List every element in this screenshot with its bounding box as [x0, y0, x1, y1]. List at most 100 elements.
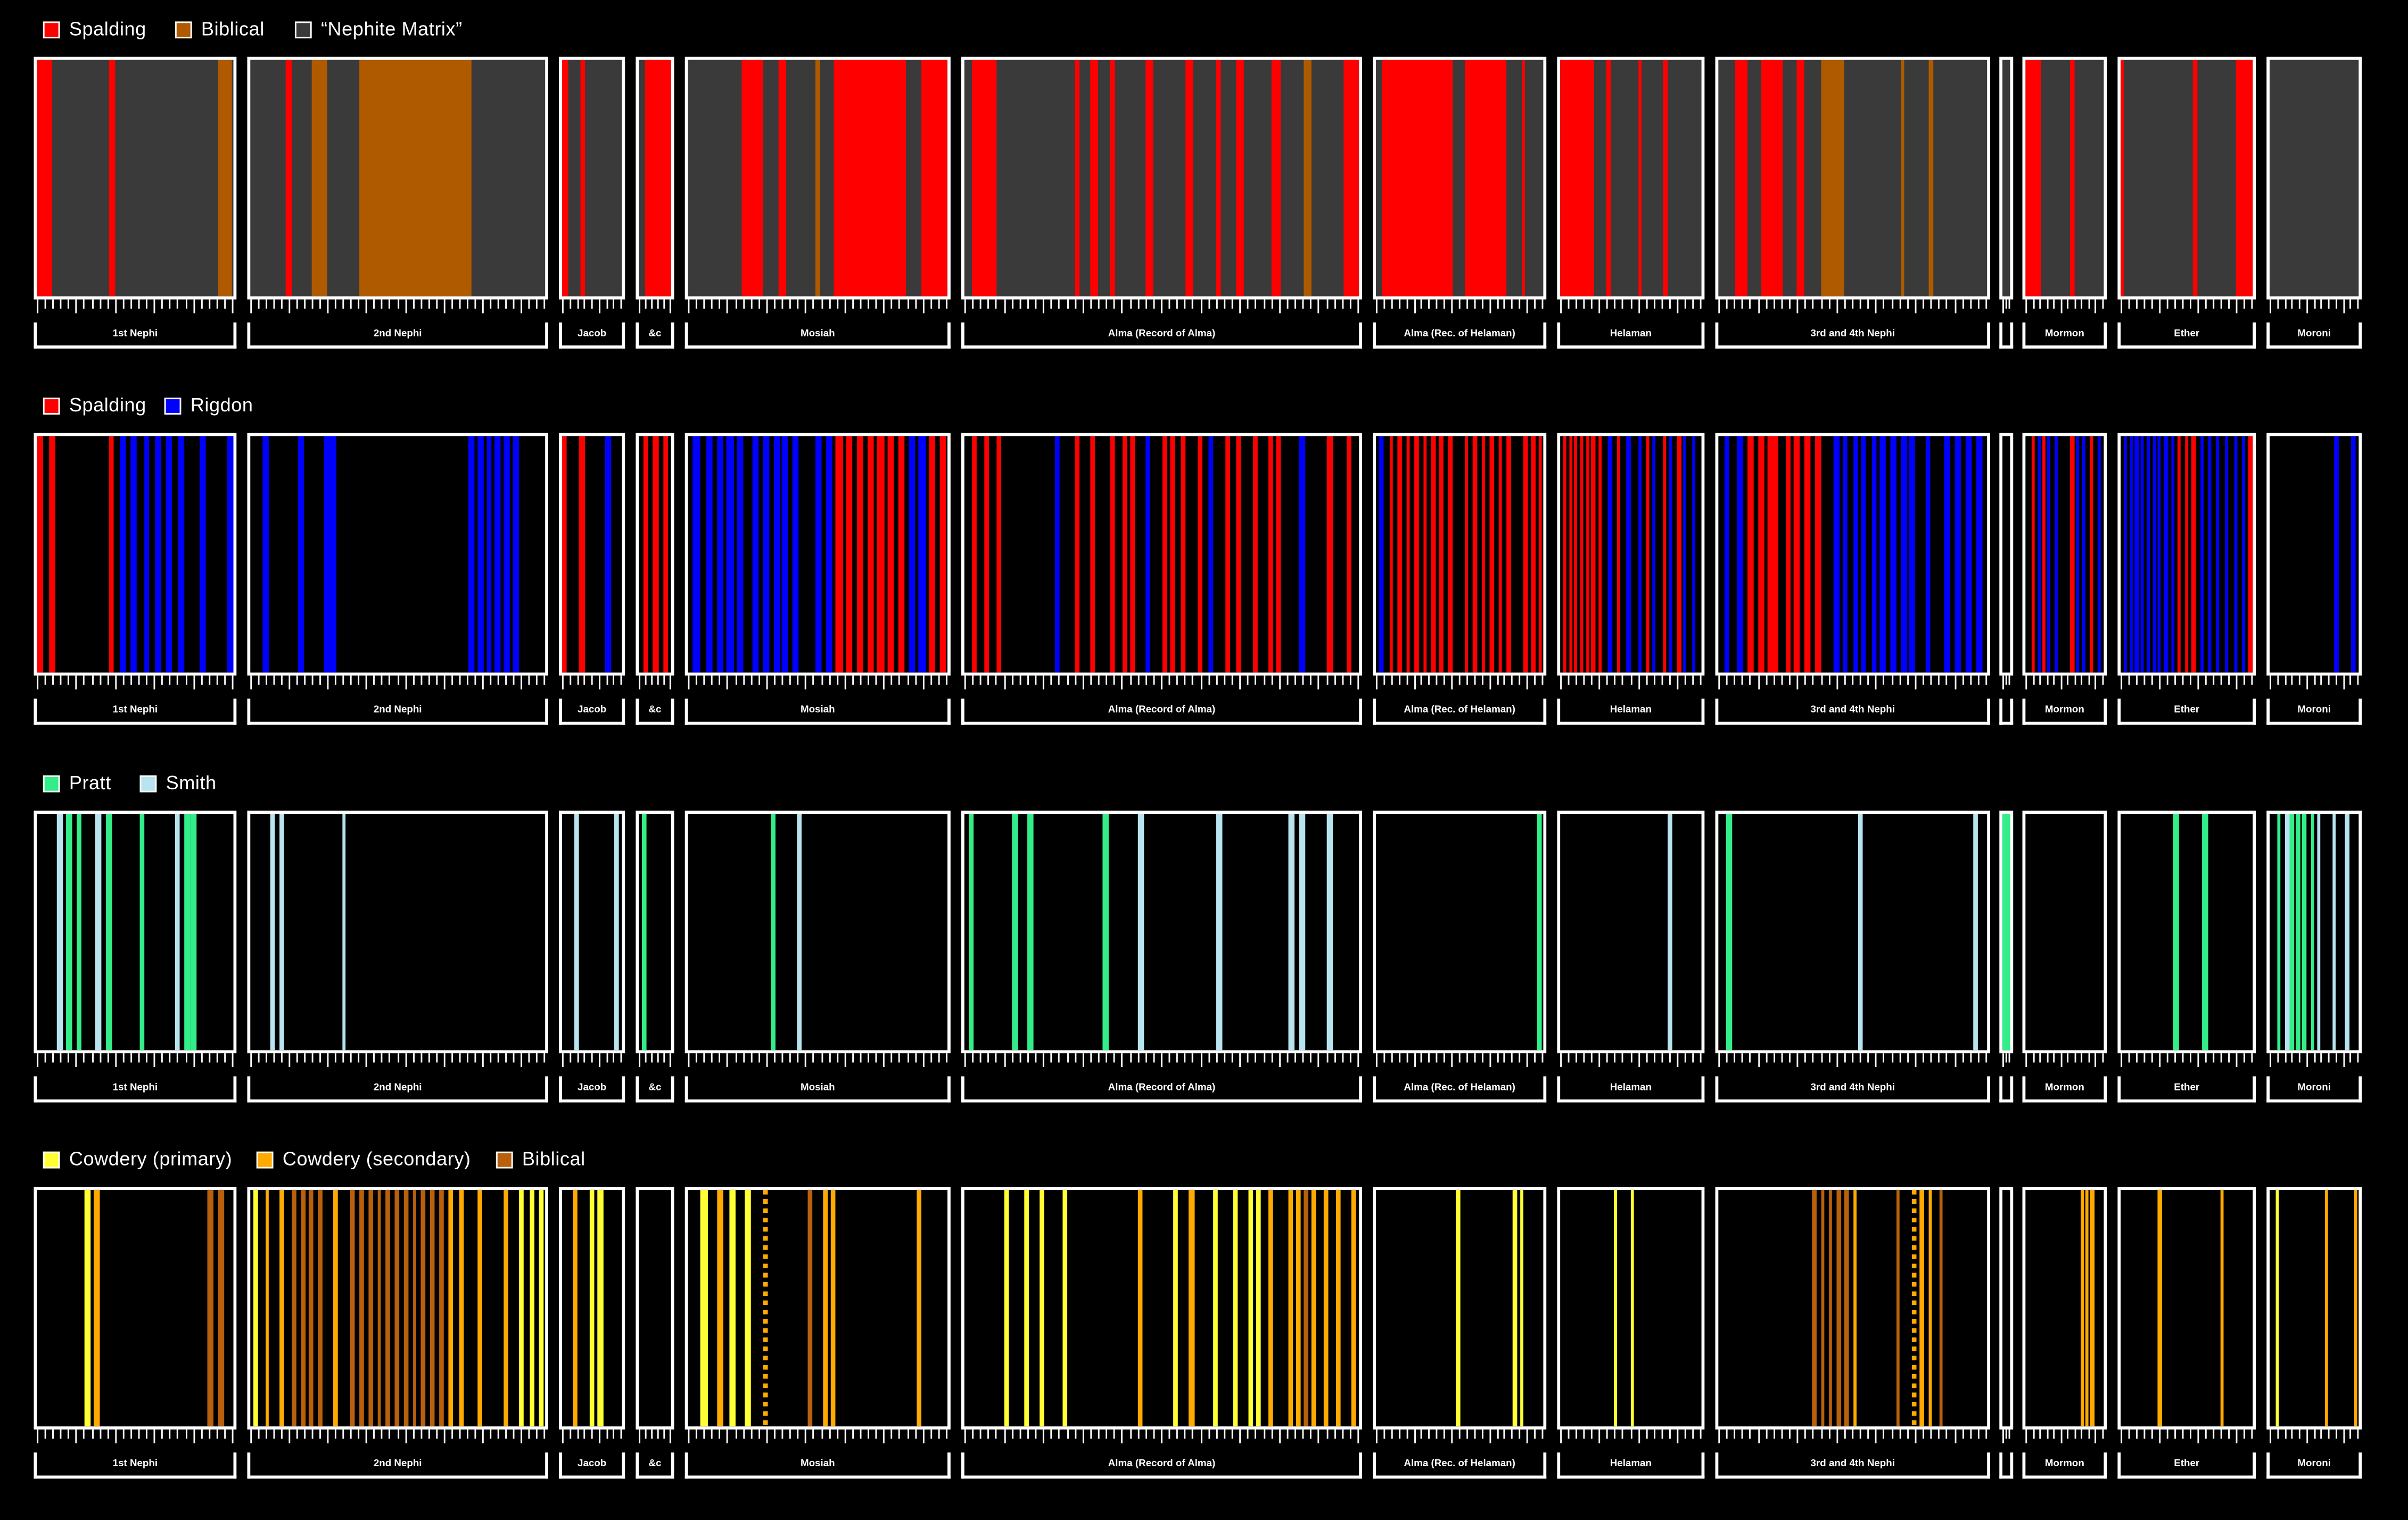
tick-mark: [258, 675, 260, 685]
axis-ticks: [685, 299, 951, 313]
axis-ticks: [1557, 675, 1704, 690]
tick-mark: [1168, 675, 1170, 685]
tick-mark: [1622, 675, 1624, 685]
plot-area: [1557, 811, 1705, 1054]
tick-mark: [1302, 675, 1304, 685]
axis-ticks: [1557, 1053, 1704, 1068]
tick-mark: [2343, 1429, 2344, 1443]
tick-mark: [1637, 1429, 1639, 1443]
tick-mark: [562, 299, 564, 313]
tick-mark: [844, 1053, 846, 1068]
tick-mark: [875, 1429, 877, 1439]
tick-mark: [584, 1429, 585, 1439]
tick-mark: [216, 675, 218, 685]
tick-mark: [766, 1429, 768, 1443]
tick-mark: [216, 1053, 218, 1063]
segment-bar: [439, 1189, 444, 1427]
plot-area: [685, 433, 951, 676]
tick-mark: [2166, 675, 2168, 685]
tick-mark: [2320, 675, 2322, 685]
tick-mark: [1106, 675, 1108, 685]
tick-mark: [758, 1429, 760, 1439]
tick-mark: [1279, 675, 1281, 690]
tick-mark: [327, 299, 329, 313]
segment-bar: [1747, 436, 1753, 673]
tick-mark: [1451, 1053, 1453, 1068]
segment-bar: [1304, 1189, 1309, 1427]
segment-bar: [1414, 436, 1419, 673]
tick-mark: [2328, 675, 2330, 685]
tick-mark: [1954, 299, 1956, 313]
tick-mark: [1930, 1429, 1932, 1439]
book-panel: Ether: [2117, 56, 2256, 349]
tick-mark: [576, 675, 579, 685]
tick-mark: [397, 675, 399, 685]
segment-bar: [1145, 436, 1151, 673]
tick-mark: [296, 1429, 299, 1439]
tick-mark: [2251, 299, 2253, 309]
tick-mark: [972, 1429, 974, 1439]
tick-mark: [2335, 299, 2337, 309]
segment-bar: [1521, 60, 1525, 296]
segment-bar: [459, 1189, 464, 1427]
tick-mark: [2277, 299, 2279, 309]
segment-bar: [729, 1189, 736, 1427]
segment-bar: [791, 436, 798, 673]
tick-mark: [1224, 299, 1226, 309]
tick-mark: [1239, 675, 1241, 690]
tick-mark: [535, 1053, 538, 1063]
tick-mark: [620, 675, 622, 685]
tick-mark: [1758, 1053, 1759, 1068]
book-label-box: Alma (Rec. of Helaman): [1373, 1076, 1547, 1103]
tick-mark: [1035, 1053, 1037, 1063]
segment-bar: [56, 814, 63, 1051]
tick-mark: [868, 1429, 870, 1439]
segment-bar: [1965, 436, 1971, 673]
tick-mark: [1287, 299, 1289, 309]
plot-area: [1999, 433, 2014, 676]
tick-mark: [2335, 1429, 2337, 1439]
tick-mark: [1614, 675, 1617, 685]
tick-mark: [2205, 1053, 2207, 1063]
tick-mark: [2159, 299, 2161, 313]
tick-mark: [750, 1053, 752, 1063]
tick-mark: [250, 675, 252, 690]
tick-mark: [1027, 1429, 1029, 1439]
plot-area: [247, 811, 548, 1054]
axis-ticks: [2117, 1053, 2256, 1068]
tick-mark: [906, 1429, 909, 1439]
tick-mark: [1341, 1053, 1343, 1063]
tick-mark: [1357, 1053, 1359, 1068]
tick-mark: [1444, 299, 1446, 309]
book-panel: Mosiah: [685, 56, 951, 349]
book-label-box: Mormon: [2022, 1076, 2107, 1103]
tick-mark: [1519, 1429, 1521, 1439]
tick-mark: [995, 1053, 997, 1063]
tick-mark: [1820, 1053, 1823, 1063]
tick-mark: [389, 299, 391, 309]
tick-mark: [1946, 1053, 1948, 1063]
plot-area: [247, 433, 548, 676]
tick-mark: [2005, 1429, 2007, 1439]
tick-mark: [1700, 299, 1702, 309]
tick-mark: [2228, 675, 2230, 685]
tick-mark: [1781, 299, 1783, 309]
tick-mark: [2032, 299, 2034, 309]
tick-mark: [304, 299, 306, 309]
tick-mark: [273, 675, 275, 685]
plot-area: [685, 56, 951, 300]
segment-bar: [94, 1189, 100, 1427]
tick-mark: [875, 675, 877, 685]
segment-bar: [1591, 436, 1595, 673]
plot-area: [247, 1187, 548, 1430]
tick-mark: [663, 1429, 665, 1439]
book-panel: &c: [636, 1187, 674, 1479]
axis-ticks: [247, 1429, 548, 1443]
segment-bar: [1691, 436, 1695, 673]
tick-mark: [1773, 1429, 1775, 1439]
segment-bar: [1276, 436, 1281, 673]
tick-mark: [37, 299, 39, 313]
axis-ticks: [1716, 299, 1990, 313]
tick-mark: [2060, 1053, 2062, 1068]
tick-mark: [420, 299, 422, 309]
